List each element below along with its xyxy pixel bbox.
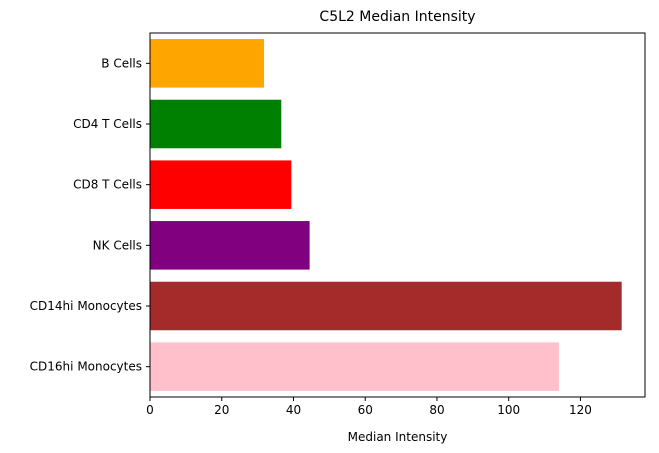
bar-cd8-t-cells [150,160,292,209]
x-tick-label: 0 [146,403,154,417]
x-tick-label: 100 [497,403,520,417]
chart-title: C5L2 Median Intensity [319,9,475,25]
bars-layer [150,39,622,391]
bar-b-cells [150,39,265,88]
x-tick-label: 60 [358,403,373,417]
y-axis: B Cells CD4 T Cells CD8 T Cells NK Cells CD1… [30,56,150,374]
bar-cd14hi-monocytes [150,281,622,331]
x-tick-label: 120 [569,403,592,417]
y-tick-label: B Cells [101,56,142,70]
x-tick-label: 20 [214,403,229,417]
bar-nk-cells [150,221,310,270]
y-tick-label: NK Cells [93,238,142,252]
x-axis: 0 20 40 60 80 100 120 [146,397,592,417]
bar-cd4-t-cells [150,99,282,149]
y-tick-label: CD16hi Monocytes [30,360,142,374]
y-tick-label: CD14hi Monocytes [30,299,142,313]
y-tick-label: CD8 T Cells [73,178,142,192]
y-tick-label: CD4 T Cells [73,117,142,131]
x-tick-label: 40 [286,403,301,417]
x-axis-label: Median Intensity [348,430,448,444]
x-tick-label: 80 [429,403,444,417]
plot-frame [149,32,646,398]
bar-cd16hi-monocytes [150,342,559,391]
